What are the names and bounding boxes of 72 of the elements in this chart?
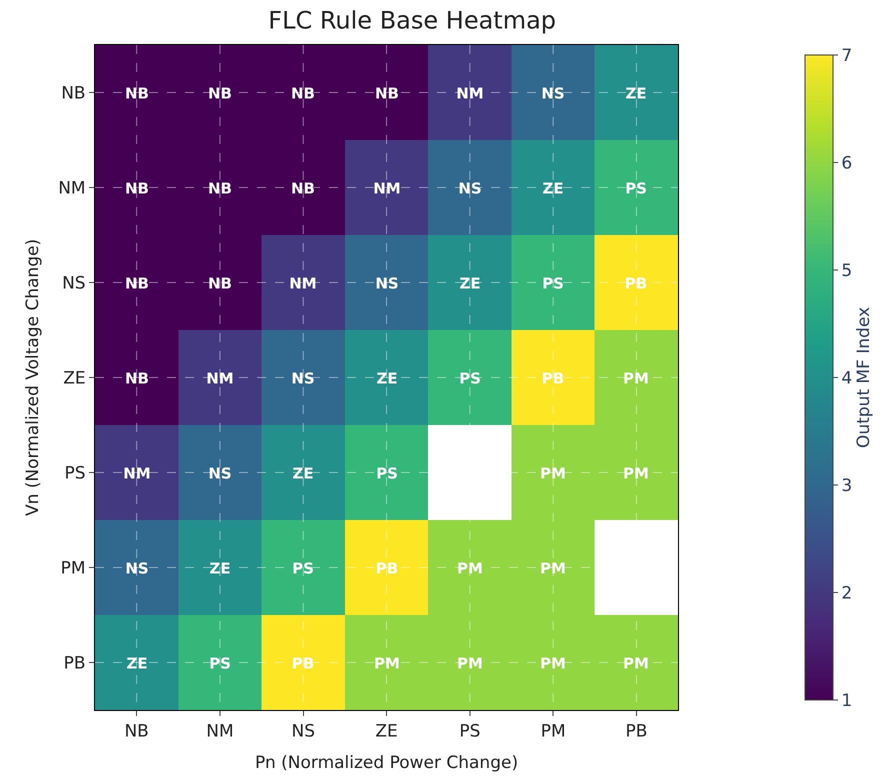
x-tick-label: PB (625, 721, 648, 742)
data-label: NB (125, 369, 149, 388)
x-axis-title: Pn (Normalized Power Change) (255, 752, 518, 773)
y-tick-label: NB (61, 83, 86, 104)
data-label: ZE (209, 559, 231, 578)
x-tick-label: NS (291, 721, 316, 742)
data-label: NB (125, 84, 149, 102)
data-label: PM (623, 369, 649, 388)
data-label: NS (541, 84, 565, 102)
data-label: PS (209, 654, 231, 672)
y-tick-label: NS (62, 273, 86, 294)
data-label: NB (291, 84, 315, 102)
data-label: NM (373, 179, 401, 198)
data-label: PM (540, 464, 566, 482)
data-label: PS (376, 464, 398, 482)
color-bar-label: 6 (841, 153, 852, 174)
y-tick-label: PM (60, 558, 86, 578)
y-tick-label: ZE (63, 368, 86, 388)
x-tick-label: ZE (375, 721, 398, 742)
data-label: NS (375, 274, 399, 292)
y-tick-label: NM (58, 178, 86, 198)
data-label: NM (289, 274, 317, 292)
data-label: NS (208, 464, 232, 482)
data-label: ZE (292, 464, 314, 482)
data-label: NB (291, 179, 315, 198)
data-label: PB (542, 369, 564, 388)
y-axis-title: Vn (Normalized Voltage Change) (22, 238, 43, 516)
color-bar-label: 7 (841, 46, 852, 66)
data-label: PS (292, 559, 314, 578)
data-label: NB (208, 274, 232, 292)
x-tick-label: NM (206, 721, 234, 742)
data-label: ZE (459, 274, 481, 292)
y-tick-label: PS (64, 463, 86, 484)
data-label: ZE (126, 654, 148, 672)
data-label: PS (459, 369, 481, 388)
data-label: PS (542, 274, 564, 292)
data-label: NB (208, 84, 232, 102)
x-tick-label: PM (540, 721, 566, 742)
data-label: NM (206, 369, 234, 388)
color-bar-label: 1 (841, 690, 852, 711)
data-label: ZE (542, 179, 564, 198)
color-bar-title: Output MF Index (854, 306, 874, 448)
data-label: NS (125, 559, 149, 578)
data-label: PB (292, 654, 314, 672)
data-label: PM (540, 559, 566, 578)
data-label: NB (375, 84, 399, 102)
data-label: PM (457, 559, 483, 578)
color-bar-label: 2 (841, 583, 852, 604)
data-label: PS (625, 179, 647, 198)
data-label: PB (376, 559, 398, 578)
data-label: PM (540, 654, 566, 672)
data-label: NB (208, 179, 232, 198)
data-label: PM (374, 654, 400, 672)
data-label: PM (623, 654, 649, 672)
x-tick-label: NB (124, 721, 149, 742)
data-label: NS (458, 179, 482, 198)
data-label: PB (624, 274, 648, 292)
data-label: NB (125, 274, 149, 292)
y-tick-label: PB (64, 653, 86, 674)
data-label: NM (123, 464, 151, 482)
color-bar-label: 3 (841, 476, 852, 496)
x-tick-label: PS (459, 721, 480, 742)
data-label: NB (125, 179, 149, 198)
data-label: NS (291, 369, 315, 388)
chart-title: FLC Rule Base Heatmap (268, 6, 556, 34)
data-label: PM (623, 464, 649, 482)
color-bar-label: 5 (841, 260, 852, 281)
color-bar-label: 4 (841, 368, 852, 388)
data-label: PM (457, 654, 483, 672)
data-label: ZE (376, 369, 398, 388)
data-label: ZE (625, 84, 647, 102)
data-label: NM (456, 84, 484, 102)
